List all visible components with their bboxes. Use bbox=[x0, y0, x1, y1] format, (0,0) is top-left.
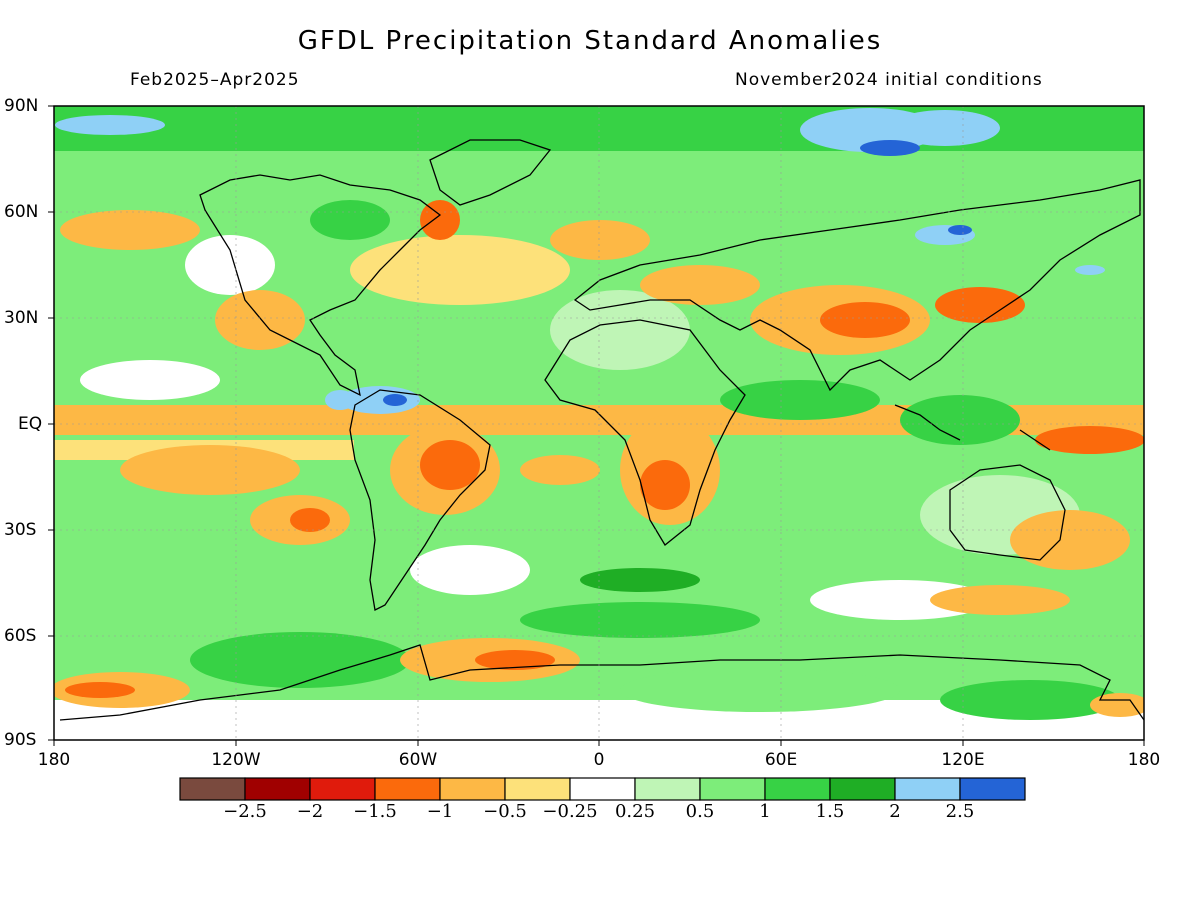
colorbar-swatch bbox=[764, 777, 831, 801]
colorbar-label: 0.25 bbox=[614, 801, 656, 822]
colorbar-label: 2.5 bbox=[945, 801, 975, 822]
map-title: GFDL Precipitation Standard Anomalies bbox=[297, 26, 883, 56]
y-tick-label: 90N bbox=[4, 96, 39, 116]
y-tick-label: 60N bbox=[4, 202, 39, 222]
colorbar-label: 1.5 bbox=[815, 801, 845, 822]
colorbar-swatch bbox=[634, 777, 701, 801]
colorbar-swatch bbox=[894, 777, 961, 801]
colorbar-label: −1.5 bbox=[353, 801, 397, 822]
colorbar-label: −2.5 bbox=[223, 801, 267, 822]
colorbar-swatch bbox=[829, 777, 896, 801]
period-label: Feb2025–Apr2025 bbox=[130, 70, 300, 90]
x-tick-label: 180 bbox=[37, 750, 71, 770]
colorbar-swatch bbox=[569, 777, 636, 801]
y-tick-label: 60S bbox=[4, 626, 37, 646]
colorbar-label: −0.25 bbox=[542, 801, 598, 822]
y-tick-label: 30N bbox=[4, 308, 39, 328]
x-tick-label: 180 bbox=[1127, 750, 1161, 770]
colorbar bbox=[179, 777, 1026, 801]
graticule bbox=[54, 106, 1144, 740]
y-tick-label: EQ bbox=[18, 414, 43, 434]
x-tick-label: 0 bbox=[593, 750, 605, 770]
x-tick-label: 120W bbox=[211, 750, 261, 770]
tick-marks bbox=[48, 105, 1145, 746]
y-tick-label: 30S bbox=[4, 520, 37, 540]
colorbar-label: −0.5 bbox=[483, 801, 527, 822]
colorbar-label: 2 bbox=[889, 801, 901, 822]
colorbar-swatch bbox=[699, 777, 766, 801]
colorbar-swatch bbox=[244, 777, 311, 801]
colorbar-swatch bbox=[309, 777, 376, 801]
colorbar-swatch bbox=[374, 777, 441, 801]
x-tick-label: 120E bbox=[941, 750, 985, 770]
colorbar-label: 0.5 bbox=[685, 801, 715, 822]
colorbar-label: 1 bbox=[759, 801, 771, 822]
colorbar-swatch bbox=[504, 777, 571, 801]
colorbar-label: −2 bbox=[296, 801, 324, 822]
colorbar-label: −1 bbox=[426, 801, 454, 822]
x-tick-label: 60E bbox=[764, 750, 798, 770]
coastlines bbox=[59, 139, 1144, 721]
initial-conditions-label: November2024 initial conditions bbox=[735, 70, 1043, 90]
anomaly-field bbox=[54, 106, 1144, 740]
colorbar-swatch bbox=[179, 777, 246, 801]
x-tick-label: 60W bbox=[398, 750, 438, 770]
colorbar-swatch bbox=[959, 777, 1026, 801]
y-tick-label: 90S bbox=[4, 730, 37, 750]
colorbar-swatch bbox=[439, 777, 506, 801]
